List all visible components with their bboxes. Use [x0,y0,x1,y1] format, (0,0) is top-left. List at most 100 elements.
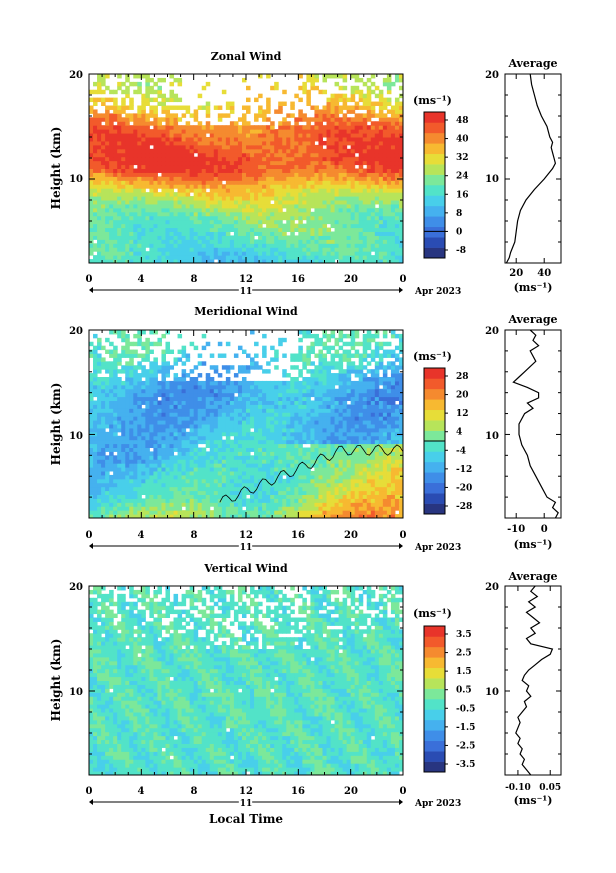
heatmap-cell [209,239,215,244]
heatmap-cell [205,463,211,468]
heatmap-cell [177,463,183,468]
heatmap-cell [274,255,279,260]
heatmap-cell [233,498,239,503]
heatmap-cell [169,200,175,205]
heatmap-cell [173,251,179,256]
heatmap-cell [157,478,162,484]
heatmap-cell [117,463,122,468]
heatmap-cell [262,113,267,118]
heatmap-cell [197,439,203,445]
heatmap-cell [217,474,223,480]
colorbar-swatch [424,226,445,238]
heatmap-cell [205,255,211,260]
heatmap-cell [314,459,319,464]
heatmap-cell [213,467,219,472]
heatmap-cell [270,148,275,154]
heatmap-cell [241,447,247,452]
heatmap-cell [314,172,319,177]
heatmap-cell [338,490,344,495]
heatmap-cell [241,443,247,448]
heatmap-cell [290,494,295,499]
heatmap-cell [101,247,106,252]
heatmap-cell [250,463,255,468]
x-tick-label: 0 [86,274,93,285]
heatmap-cell [358,164,364,169]
heatmap-cell [137,125,142,130]
x-tick-label: 16 [291,274,305,285]
heatmap-cell [237,133,243,138]
heatmap-cell [346,192,352,197]
heatmap-cell [266,74,271,79]
heatmap-cell [370,482,376,488]
heatmap-cell [157,502,162,507]
heatmap-cell [362,184,368,189]
heatmap-cell [113,478,118,484]
heatmap-cell [398,474,403,480]
heatmap-cell [394,471,400,476]
heatmap-cell [241,156,247,162]
heatmap-cell [109,259,114,263]
heatmap-cell [89,180,94,185]
heatmap-cell [318,219,323,225]
heatmap-cell [141,455,146,460]
heatmap-cell [258,184,263,189]
heatmap-cell [141,168,146,173]
heatmap-cell [133,148,138,154]
heatmap-cell [189,207,195,213]
heatmap-cell [125,207,130,213]
heatmap-cell [181,172,187,177]
heatmap-cell [290,215,295,221]
heatmap-cell [258,251,263,256]
heatmap-cell [113,144,118,150]
heatmap-cell [105,207,110,213]
heatmap-cell [129,259,134,263]
heatmap-cell [270,231,275,236]
heatmap-cell [157,176,162,181]
heatmap-cell [318,502,323,507]
heatmap-cell [354,235,360,240]
heatmap-cell [250,223,255,229]
heatmap-cell [362,255,368,260]
heatmap-cell [89,247,94,252]
heatmap-cell [181,156,187,162]
heatmap-cell [330,471,336,476]
heatmap-cell [153,478,158,484]
heatmap-cell [274,463,279,468]
heatmap-cell [181,148,187,154]
heatmap-cell [197,168,203,173]
heatmap-cell [201,243,207,248]
heatmap-cell [105,133,110,138]
heatmap-cell [137,451,142,456]
heatmap-cell [157,435,162,441]
heatmap-cell [334,200,340,205]
heatmap-cell [189,451,195,456]
heatmap-cell [241,176,247,181]
heatmap-cell [217,498,223,503]
heatmap-cell [354,133,360,138]
heatmap-cell [189,467,195,472]
heatmap-cell [153,223,158,229]
date-bar-arrow-right [399,287,403,293]
heatmap-cell [89,235,94,240]
heatmap-cell [318,467,323,472]
heatmap-cell [221,490,227,495]
heatmap-cell [101,133,106,138]
heatmap-cell [366,211,372,217]
heatmap-cell [157,207,162,213]
heatmap-cell [374,243,380,248]
heatmap-cell [133,215,138,221]
heatmap-cell [221,125,227,130]
heatmap-cell [125,148,130,154]
heatmap-cell [205,160,211,166]
heatmap-cell [173,184,179,189]
heatmap-cell [237,463,243,468]
heatmap-cell [290,101,295,106]
heatmap-cell [270,207,275,213]
heatmap-cell [233,474,239,480]
heatmap-cell [177,467,183,472]
heatmap-cell [141,200,146,205]
heatmap-cell [117,247,122,252]
heatmap-cell [258,243,263,248]
heatmap-cell [350,164,356,169]
heatmap-cell [350,156,356,162]
